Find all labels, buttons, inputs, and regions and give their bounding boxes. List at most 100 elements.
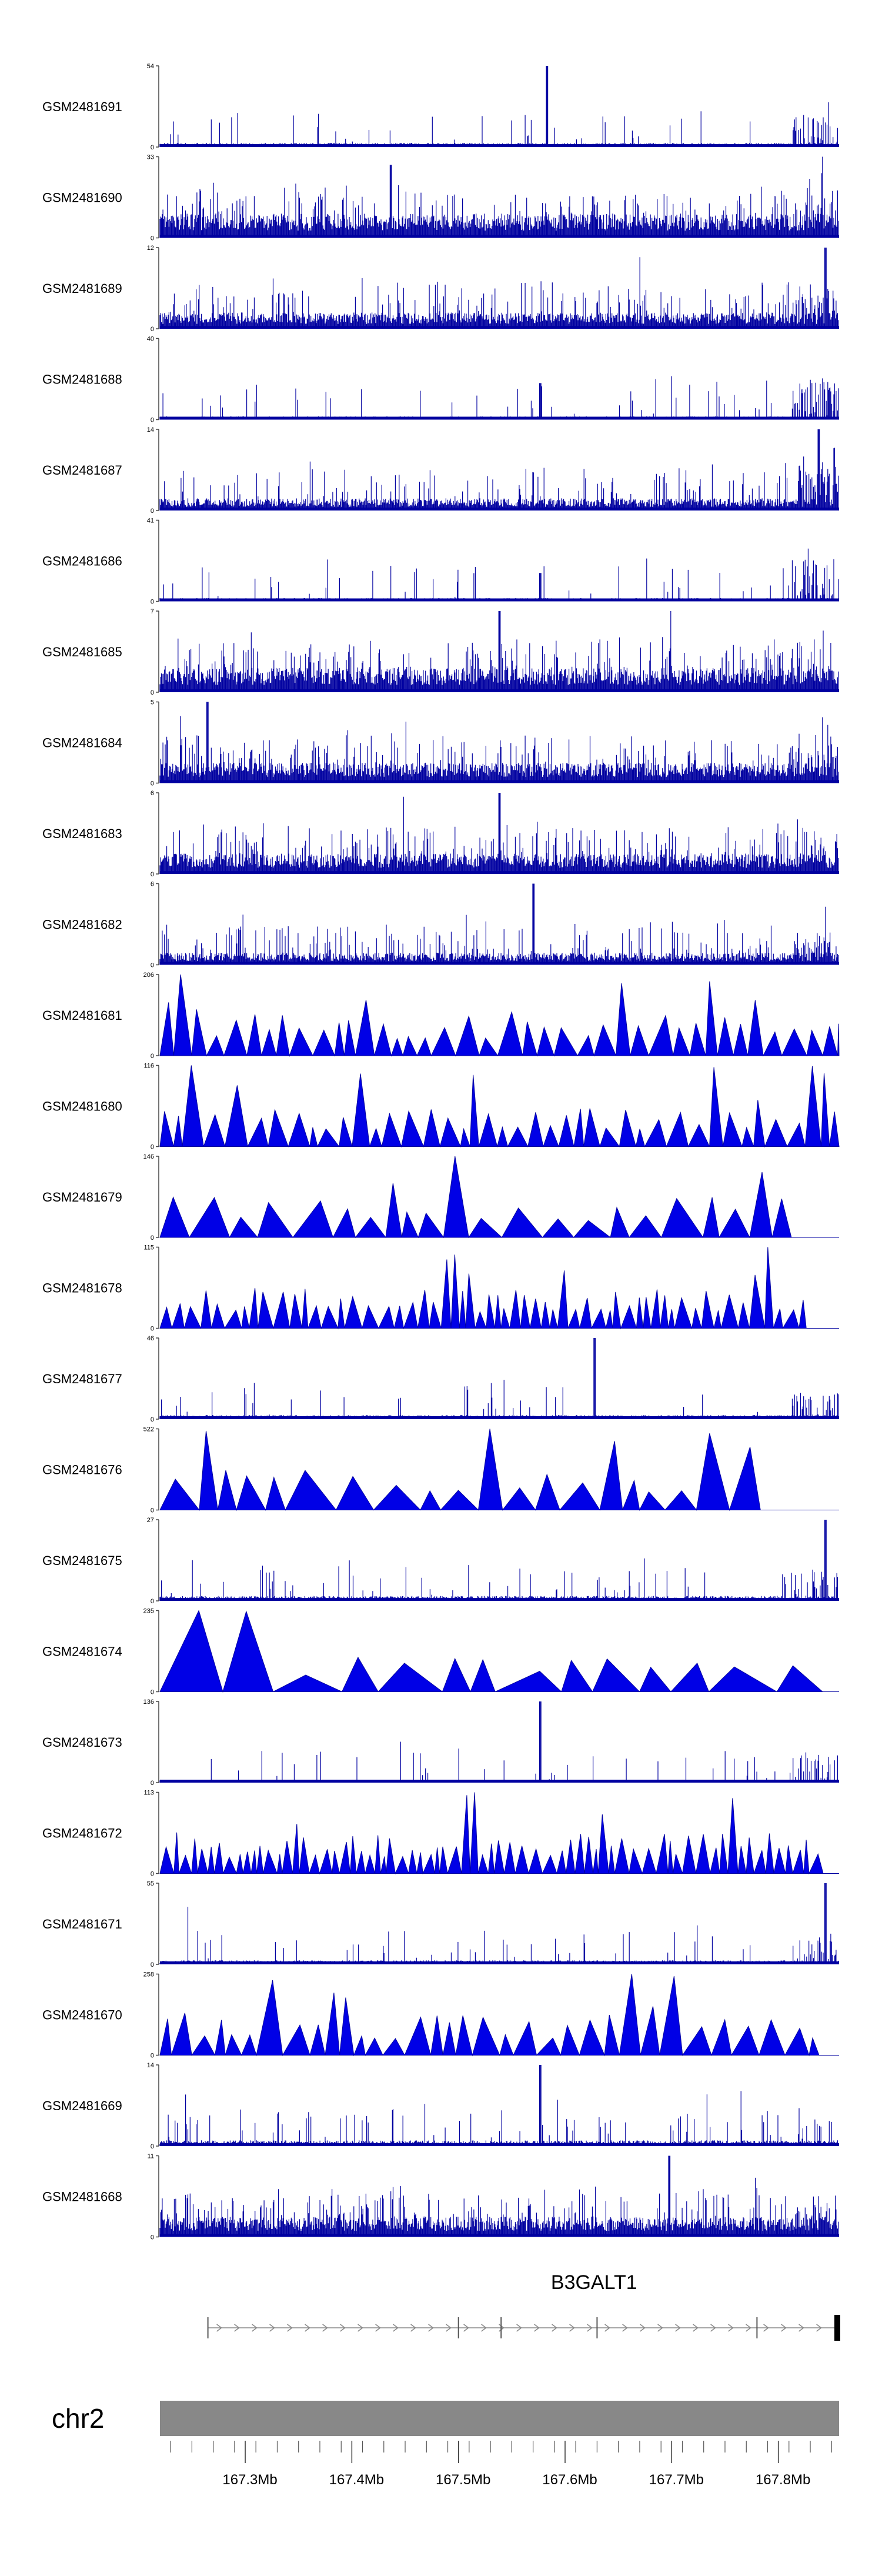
strand-arrow [675,2324,681,2332]
y-min-label: 0 [151,235,154,242]
signal-area [159,1065,840,1148]
y-max-label: 206 [143,972,154,979]
strand-arrow [763,2324,769,2332]
track-label: GSM2481691 [42,99,122,114]
strand-arrow [622,2324,628,2332]
axis-tick-label: 167.5Mb [436,2472,490,2488]
signal-bars [159,883,839,965]
strand-arrow [746,2324,751,2332]
track-label: GSM2481677 [42,1372,122,1386]
signal-bars [159,2065,839,2146]
track-label: GSM2481669 [42,2098,122,2113]
strand-arrow [799,2324,804,2332]
strand-arrow [287,2324,293,2332]
y-max-label: 55 [147,1880,154,1887]
track-label: GSM2481680 [42,1099,122,1114]
y-min-label: 0 [151,871,154,878]
track-label: GSM2481690 [42,191,122,205]
axis-tick-label: 167.3Mb [222,2472,277,2488]
signal-baseline [160,1416,839,1419]
y-min-label: 0 [151,1053,154,1060]
track-label: GSM2481671 [42,1917,122,1931]
strand-arrow [534,2324,540,2332]
strand-arrow [569,2324,575,2332]
track-gsm2481669: GSM2481669 14 0 [42,2062,839,2150]
strand-arrow [234,2324,240,2332]
track-label: GSM2481681 [42,1008,122,1023]
strand-arrow [322,2324,328,2332]
track-gsm2481680: GSM2481680 116 0 [42,1063,840,1151]
y-min-label: 0 [151,1507,154,1514]
y-min-label: 0 [151,1144,154,1151]
signal-bars [159,2155,839,2237]
track-gsm2481690: GSM2481690 33 0 [42,154,839,242]
track-label: GSM2481682 [42,917,122,932]
signal-area [159,1247,839,1330]
track-label: GSM2481687 [42,463,122,478]
y-min-label: 0 [151,417,154,424]
y-max-label: 6 [151,881,154,888]
track-gsm2481681: GSM2481681 206 0 [42,972,840,1060]
strand-arrow [657,2324,663,2332]
y-max-label: 14 [147,2062,154,2069]
strand-arrow [781,2324,787,2332]
track-gsm2481668: GSM2481668 11 0 [42,2153,839,2241]
strand-arrow [305,2324,310,2332]
track-label: GSM2481678 [42,1281,122,1296]
signal-area [159,1974,839,2057]
axis-tick-label: 167.4Mb [329,2472,384,2488]
y-max-label: 27 [147,1517,154,1524]
strand-arrow [552,2324,557,2332]
y-max-label: 54 [147,63,154,70]
y-max-label: 40 [147,336,154,343]
gene-exon-terminal [834,2315,840,2341]
y-min-label: 0 [151,2053,154,2060]
signal-baseline [160,326,839,329]
y-max-label: 258 [143,1971,154,1978]
signal-bars [159,248,839,329]
signal-baseline [160,962,839,965]
signal-area [159,1156,839,1239]
y-max-label: 11 [148,2153,154,2160]
track-gsm2481678: GSM2481678 115 0 [42,1244,839,1333]
strand-arrow [728,2324,734,2332]
y-max-label: 14 [147,426,154,433]
y-max-label: 116 [143,1063,154,1070]
signal-baseline [160,871,839,874]
signal-baseline [160,1961,839,1964]
y-max-label: 235 [143,1608,154,1615]
y-max-label: 41 [147,518,154,525]
signal-baseline [160,2234,839,2237]
y-min-label: 0 [151,689,154,696]
track-label: GSM2481679 [42,1190,122,1204]
y-min-label: 0 [151,2143,154,2150]
strand-arrow [393,2324,399,2332]
strand-arrow [375,2324,381,2332]
track-gsm2481670: GSM2481670 258 0 [42,1971,839,2060]
axis-tick-label: 167.6Mb [542,2472,597,2488]
axis-tick-label: 167.7Mb [649,2472,704,2488]
signal-bars [159,1338,839,1419]
track-gsm2481672: GSM2481672 113 0 [42,1790,839,1878]
track-gsm2481671: GSM2481671 55 0 [42,1880,839,1968]
signal-baseline [160,780,839,783]
y-max-label: 46 [147,1335,154,1342]
y-min-label: 0 [151,599,154,606]
y-max-label: 5 [151,699,154,706]
gene-track: B3GALT1 [207,2271,840,2341]
chromosome-label: chr2 [52,2403,104,2434]
track-label: GSM2481676 [42,1463,122,1477]
signal-area [159,1610,839,1693]
signal-bars [159,376,839,420]
track-label: GSM2481688 [42,372,122,387]
strand-arrow [516,2324,522,2332]
strand-arrow [269,2324,275,2332]
y-min-label: 0 [151,1689,154,1696]
track-gsm2481689: GSM2481689 12 0 [42,245,839,333]
strand-arrow [481,2324,487,2332]
strand-arrow [446,2324,452,2332]
strand-arrow [340,2324,346,2332]
track-label: GSM2481672 [42,1826,122,1841]
track-gsm2481683: GSM2481683 6 0 [42,790,839,878]
track-label: GSM2481684 [42,736,122,750]
